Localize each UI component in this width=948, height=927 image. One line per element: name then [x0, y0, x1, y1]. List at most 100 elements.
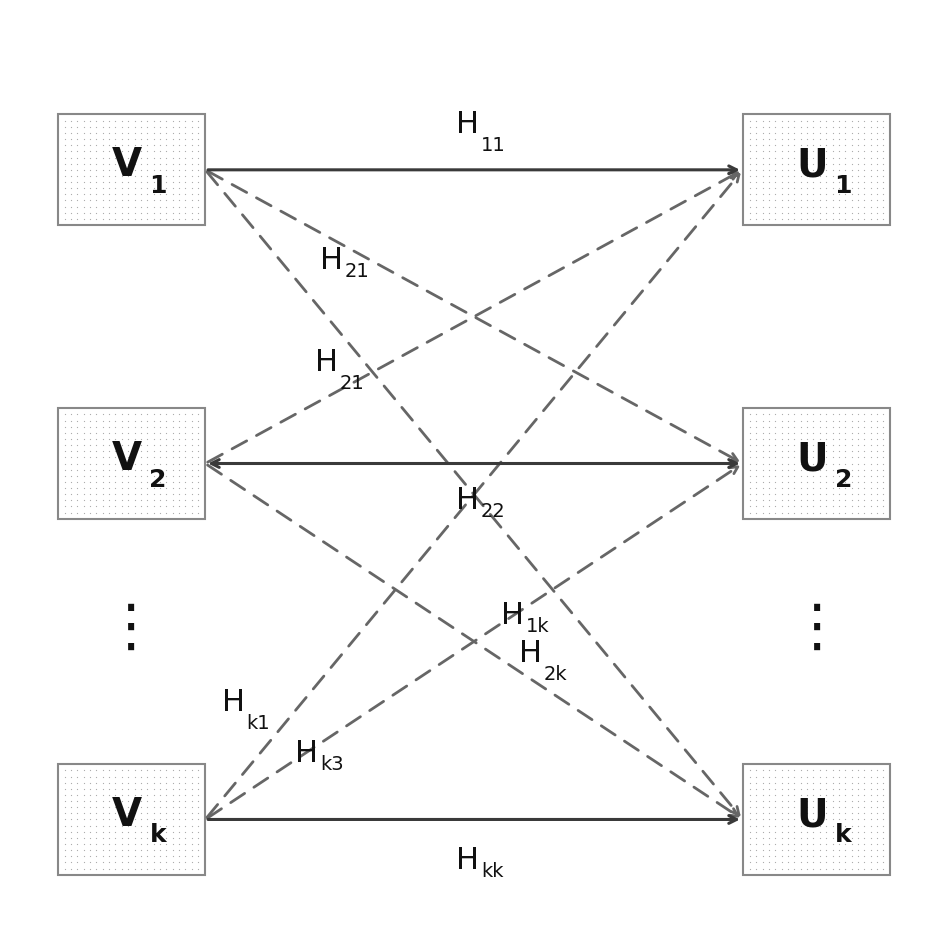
Point — [755, 480, 770, 495]
Point — [120, 211, 136, 226]
Point — [844, 132, 859, 146]
Point — [108, 493, 123, 508]
Point — [768, 812, 783, 827]
Point — [755, 438, 770, 452]
Point — [153, 487, 168, 502]
Point — [818, 781, 833, 796]
Point — [787, 824, 802, 839]
Point — [793, 419, 809, 434]
Point — [191, 125, 206, 140]
Point — [799, 806, 814, 820]
Point — [178, 138, 193, 153]
Point — [127, 187, 142, 202]
Point — [812, 450, 828, 464]
Point — [146, 769, 161, 784]
Point — [761, 181, 776, 196]
Point — [869, 843, 884, 857]
Point — [153, 775, 168, 790]
Point — [869, 432, 884, 447]
Point — [812, 824, 828, 839]
Point — [831, 419, 847, 434]
Point — [825, 456, 840, 471]
Point — [146, 407, 161, 422]
Point — [127, 132, 142, 146]
Point — [838, 505, 853, 520]
Point — [818, 211, 833, 226]
Point — [70, 138, 85, 153]
Point — [844, 781, 859, 796]
Point — [139, 162, 155, 177]
Point — [755, 450, 770, 464]
Point — [153, 113, 168, 128]
Point — [831, 181, 847, 196]
Point — [844, 181, 859, 196]
Point — [749, 463, 764, 477]
Point — [825, 438, 840, 452]
Point — [191, 450, 206, 464]
Point — [780, 169, 795, 184]
Point — [793, 113, 809, 128]
Point — [850, 432, 866, 447]
Point — [95, 855, 110, 870]
Point — [876, 463, 891, 477]
Point — [768, 855, 783, 870]
Point — [153, 499, 168, 514]
Point — [120, 120, 136, 134]
Point — [134, 775, 149, 790]
Point — [82, 480, 98, 495]
Point — [787, 499, 802, 514]
Point — [863, 861, 878, 876]
Point — [191, 407, 206, 422]
Point — [76, 493, 91, 508]
Point — [844, 413, 859, 428]
Point — [768, 763, 783, 778]
Point — [153, 432, 168, 447]
Point — [818, 463, 833, 477]
Point — [70, 843, 85, 857]
Point — [857, 819, 872, 833]
Point — [838, 413, 853, 428]
Point — [120, 824, 136, 839]
Point — [165, 505, 180, 520]
Point — [57, 775, 72, 790]
Point — [818, 800, 833, 815]
Point — [134, 174, 149, 189]
Point — [793, 432, 809, 447]
Point — [831, 843, 847, 857]
Point — [838, 174, 853, 189]
Point — [184, 781, 199, 796]
Point — [818, 157, 833, 171]
Point — [869, 505, 884, 520]
Point — [850, 781, 866, 796]
Point — [857, 812, 872, 827]
Point — [191, 819, 206, 833]
Point — [793, 444, 809, 459]
Point — [108, 425, 123, 440]
Point — [82, 505, 98, 520]
Point — [82, 468, 98, 483]
Point — [120, 432, 136, 447]
Point — [755, 824, 770, 839]
Point — [70, 819, 85, 833]
Point — [749, 788, 764, 803]
Point — [76, 407, 91, 422]
Point — [825, 849, 840, 864]
Point — [838, 812, 853, 827]
Point — [863, 450, 878, 464]
Point — [127, 138, 142, 153]
Point — [799, 138, 814, 153]
Point — [153, 456, 168, 471]
Point — [153, 763, 168, 778]
Point — [812, 487, 828, 502]
Point — [95, 144, 110, 159]
Point — [82, 824, 98, 839]
Point — [127, 806, 142, 820]
Point — [95, 487, 110, 502]
Point — [127, 831, 142, 845]
Point — [749, 187, 764, 202]
Point — [831, 781, 847, 796]
Point — [95, 450, 110, 464]
Point — [101, 187, 117, 202]
Point — [120, 487, 136, 502]
Point — [134, 788, 149, 803]
